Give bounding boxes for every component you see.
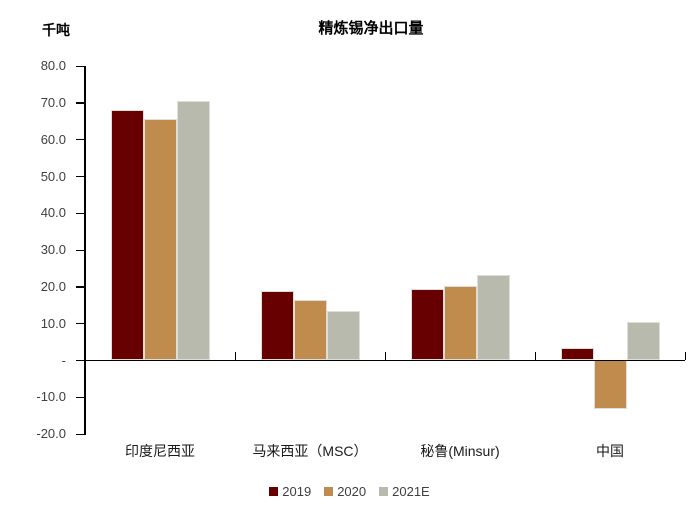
bar bbox=[260, 290, 294, 360]
x-boundary-tick bbox=[535, 352, 537, 360]
x-boundary-tick bbox=[685, 352, 687, 360]
y-tick bbox=[76, 102, 84, 104]
legend-swatch bbox=[324, 487, 334, 496]
legend-item: 2020 bbox=[324, 484, 366, 499]
y-tick-label: 10.0 bbox=[40, 315, 66, 331]
y-axis bbox=[84, 65, 86, 436]
y-tick-label: -20.0 bbox=[36, 426, 66, 442]
x-boundary-tick bbox=[235, 352, 237, 360]
x-boundary-tick bbox=[385, 352, 387, 360]
y-tick bbox=[76, 176, 84, 178]
bar bbox=[293, 299, 327, 360]
y-tick-label: 50.0 bbox=[40, 168, 66, 184]
category-label: 秘鲁(Minsur) bbox=[420, 443, 500, 459]
category-label: 马来西亚（MSC） bbox=[252, 443, 368, 459]
y-tick-label: 40.0 bbox=[40, 205, 66, 221]
y-tick-label: -10.0 bbox=[36, 389, 66, 405]
y-tick bbox=[76, 396, 84, 398]
y-tick-label: 60.0 bbox=[40, 131, 66, 147]
bar bbox=[326, 310, 360, 360]
legend-label: 2020 bbox=[337, 484, 367, 499]
y-tick bbox=[76, 212, 84, 214]
legend-swatch bbox=[269, 487, 279, 496]
y-tick-label: 20.0 bbox=[40, 278, 66, 294]
legend-label: 2021E bbox=[392, 484, 430, 499]
category-label: 中国 bbox=[596, 443, 624, 459]
legend-label: 2019 bbox=[282, 484, 312, 499]
bar bbox=[476, 274, 510, 360]
bar bbox=[560, 348, 594, 360]
legend-swatch bbox=[379, 487, 389, 496]
bar bbox=[143, 119, 177, 360]
legend: 2019 2020 2021E bbox=[0, 484, 699, 499]
y-tick-label: 80.0 bbox=[40, 58, 66, 74]
x-axis bbox=[85, 359, 685, 362]
category-label: 印度尼西亚 bbox=[125, 443, 195, 459]
bar bbox=[626, 321, 660, 360]
legend-item: 2021E bbox=[379, 484, 430, 499]
bar bbox=[593, 360, 627, 409]
y-tick-label: 30.0 bbox=[40, 242, 66, 258]
bar bbox=[176, 101, 210, 360]
y-tick bbox=[76, 360, 84, 362]
legend-item: 2019 bbox=[269, 484, 311, 499]
y-tick bbox=[76, 139, 84, 141]
y-axis-unit-label: 千吨 bbox=[42, 22, 70, 38]
y-tick bbox=[76, 323, 84, 325]
bar bbox=[410, 288, 444, 360]
y-tick bbox=[76, 249, 84, 251]
bar bbox=[110, 109, 144, 360]
y-tick bbox=[76, 286, 84, 288]
y-tick bbox=[76, 433, 84, 435]
y-tick bbox=[76, 65, 84, 67]
y-tick-label: 70.0 bbox=[40, 94, 66, 110]
chart-title: 精炼锡净出口量 bbox=[318, 20, 424, 37]
bar bbox=[443, 286, 477, 360]
y-tick-label: - bbox=[61, 352, 66, 368]
